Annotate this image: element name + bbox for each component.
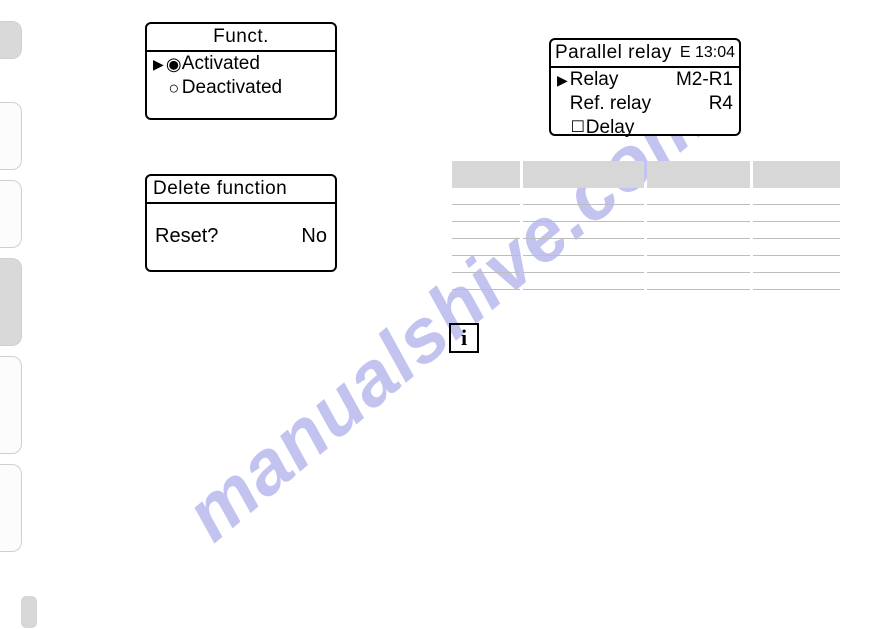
funct-option-deactivated[interactable]: ▶ ○ Deactivated — [147, 76, 335, 100]
table-row — [452, 188, 840, 205]
parallel-row-relay[interactable]: ▶ Relay M2-R1 — [551, 68, 739, 92]
table-cell — [452, 188, 520, 205]
table-cell — [647, 188, 749, 205]
table-cell — [753, 222, 840, 239]
table-cell — [753, 239, 840, 256]
delete-value: No — [301, 225, 327, 248]
parallel-title-time: E 13:04 — [680, 40, 735, 66]
info-icon: i — [449, 323, 479, 353]
table-header-range — [647, 161, 749, 188]
side-tab-3[interactable] — [0, 180, 22, 248]
parallel-row-label: Relay — [570, 69, 619, 91]
cursor-arrow-icon: ▶ — [153, 56, 164, 73]
table-cell — [452, 239, 520, 256]
table-header-item — [523, 161, 644, 188]
table-cell — [647, 256, 749, 273]
table-cell — [523, 188, 644, 205]
table-cell — [523, 273, 644, 290]
radio-checked-icon: ◉ — [166, 54, 182, 75]
table-row — [452, 222, 840, 239]
table-row — [452, 239, 840, 256]
table-cell — [523, 205, 644, 222]
radio-unchecked-icon: ○ — [166, 78, 182, 99]
cursor-arrow-icon: ▶ — [557, 72, 568, 89]
parallel-panel-title: Parallel relay E 13:04 — [551, 40, 739, 68]
table-row — [452, 205, 840, 222]
table-row — [452, 256, 840, 273]
funct-option-label: Activated — [182, 53, 260, 75]
parallel-row-label: Ref. relay — [570, 93, 651, 115]
delete-function-panel: Delete function Reset? No — [145, 174, 337, 272]
table-cell — [647, 205, 749, 222]
adjustment-table — [449, 161, 843, 290]
side-tab-4[interactable] — [0, 258, 22, 346]
table-cell — [523, 222, 644, 239]
parallel-row-value: M2-R1 — [676, 69, 733, 91]
table-row — [452, 273, 840, 290]
funct-panel: Funct. ▶ ◉ Activated ▶ ○ Deactivated — [145, 22, 337, 120]
table-cell — [647, 273, 749, 290]
delete-prompt-label: Reset? — [155, 225, 218, 248]
table-cell — [647, 239, 749, 256]
table-cell — [647, 222, 749, 239]
parallel-row-ref-relay[interactable]: ▶ Ref. relay R4 — [551, 92, 739, 116]
parallel-row-delay[interactable]: ▶ ☐ Delay — [551, 116, 739, 140]
table-cell — [523, 239, 644, 256]
side-tab-1[interactable] — [0, 21, 22, 59]
table-cell — [452, 256, 520, 273]
watermark-text: manualshive.com — [168, 71, 724, 557]
table-cell — [753, 188, 840, 205]
side-tab-2[interactable] — [0, 102, 22, 170]
table-cell — [452, 273, 520, 290]
funct-option-label: Deactivated — [182, 77, 282, 99]
checkbox-unchecked-icon: ☐ — [570, 120, 586, 136]
side-tab-6[interactable] — [0, 464, 22, 552]
delete-panel-title: Delete function — [147, 176, 335, 204]
table-cell — [753, 256, 840, 273]
parallel-row-value: R4 — [709, 93, 733, 115]
table-header-channel — [452, 161, 520, 188]
parallel-title-label: Parallel relay — [555, 40, 680, 66]
table-cell — [452, 222, 520, 239]
table-header-default — [753, 161, 840, 188]
table-cell — [753, 205, 840, 222]
table-header-row — [452, 161, 840, 188]
delete-reset-row[interactable]: Reset? No — [147, 204, 335, 268]
parallel-relay-panel: Parallel relay E 13:04 ▶ Relay M2-R1 ▶ R… — [549, 38, 741, 136]
table-cell — [753, 273, 840, 290]
table-cell — [452, 205, 520, 222]
funct-panel-title: Funct. — [147, 24, 335, 52]
table-cell — [523, 256, 644, 273]
side-tab-pager[interactable] — [21, 596, 37, 628]
funct-option-activated[interactable]: ▶ ◉ Activated — [147, 52, 335, 76]
side-tab-5[interactable] — [0, 356, 22, 454]
parallel-row-label: Delay — [586, 117, 635, 139]
